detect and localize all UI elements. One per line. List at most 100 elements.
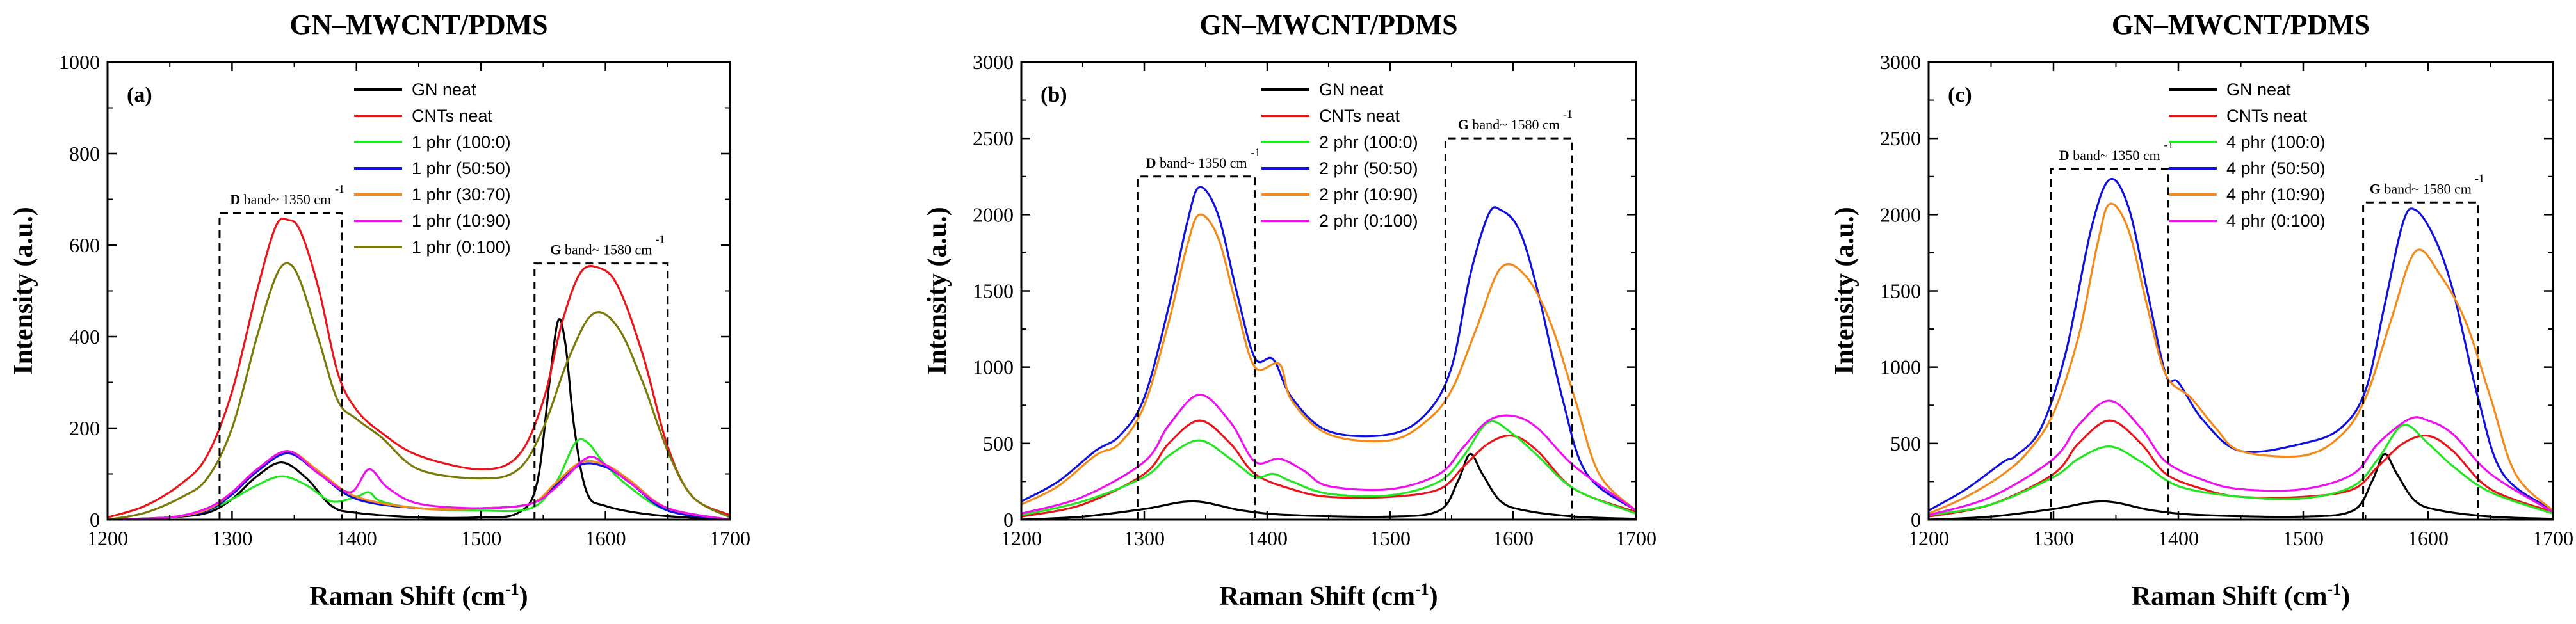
band-label-0: D band~ 1350 cm — [1146, 155, 1247, 171]
y-tick-label: 500 — [983, 432, 1014, 455]
band-label-sup-0: -1 — [335, 182, 344, 195]
y-tick-label: 2500 — [1880, 127, 1921, 150]
legend-label-2: 2 phr (100:0) — [1319, 132, 1418, 152]
y-tick-label: 3000 — [1880, 51, 1921, 74]
band-box-1 — [1444, 137, 1573, 520]
y-tick-label: 600 — [69, 234, 100, 257]
x-tick-label: 1600 — [1493, 527, 1534, 550]
y-tick-label: 2500 — [973, 127, 1014, 150]
chart-title: GN–MWCNT/PDMS — [2112, 9, 2370, 40]
x-tick-label: 1700 — [1616, 527, 1657, 550]
band-box-0 — [1137, 175, 1256, 520]
legend-label-1: CNTs neat — [1319, 106, 1400, 125]
y-tick-label: 1500 — [973, 280, 1014, 303]
x-tick-label: 1200 — [1908, 527, 1949, 550]
band-label-0: D band~ 1350 cm — [230, 191, 331, 207]
legend-label-2: 1 phr (100:0) — [412, 132, 511, 152]
legend-label-4: 4 phr (10:90) — [2226, 185, 2326, 204]
legend-label-1: CNTs neat — [412, 106, 493, 125]
series-line-1 — [108, 218, 730, 518]
x-tick-label: 1700 — [709, 527, 750, 550]
y-axis-label: Intensity (a.u.) — [1830, 207, 1859, 375]
series-line-6 — [108, 262, 730, 520]
y-tick-label: 2000 — [973, 203, 1014, 226]
x-tick-label: 1300 — [1124, 527, 1165, 550]
band-label-sup-1: -1 — [1563, 108, 1573, 120]
x-tick-label: 1500 — [1370, 527, 1411, 550]
x-tick-label: 1500 — [2283, 527, 2324, 550]
y-tick-label: 0 — [90, 508, 100, 531]
legend-label-0: GN neat — [412, 80, 476, 99]
series-line-1 — [1929, 419, 2553, 518]
band-box-1 — [533, 262, 669, 520]
series-line-2 — [1929, 424, 2553, 516]
y-tick-label: 0 — [1911, 508, 1921, 531]
y-axis-label: Intensity (a.u.) — [9, 207, 38, 375]
x-tick-label: 1400 — [2158, 527, 2199, 550]
legend-label-4: 2 phr (10:90) — [1319, 185, 1418, 204]
legend-label-3: 2 phr (50:50) — [1319, 159, 1418, 178]
band-label-0: D band~ 1350 cm — [2059, 147, 2160, 163]
legend-label-2: 4 phr (100:0) — [2226, 132, 2326, 152]
y-tick-label: 2000 — [1880, 203, 1921, 226]
plot-frame — [106, 61, 731, 521]
y-tick-label: 1000 — [973, 356, 1014, 379]
band-box-0 — [218, 212, 343, 520]
chart-title: GN–MWCNT/PDMS — [1199, 9, 1457, 40]
series-line-3 — [1021, 186, 1636, 512]
y-tick-label: 1000 — [1880, 356, 1921, 379]
legend-label-1: CNTs neat — [2226, 106, 2308, 125]
band-label-sup-1: -1 — [656, 233, 665, 246]
series-line-5 — [1021, 393, 1636, 515]
series-line-0 — [108, 318, 730, 520]
x-axis-label: Raman Shift (cm-1) — [309, 580, 528, 611]
legend-label-0: GN neat — [2226, 80, 2291, 99]
series-line-0 — [1021, 452, 1636, 520]
band-label-1: G band~ 1580 cm — [550, 242, 652, 258]
band-label-1: G band~ 1580 cm — [1458, 116, 1560, 132]
band-label-sup-0: -1 — [1251, 146, 1260, 159]
series-line-5 — [108, 450, 730, 520]
y-tick-label: 0 — [1003, 508, 1014, 531]
series-line-5 — [1929, 399, 2553, 516]
x-tick-label: 1400 — [336, 527, 377, 550]
legend-label-5: 2 phr (0:100) — [1319, 211, 1418, 230]
legend-label-4: 1 phr (30:70) — [412, 185, 511, 204]
legend-label-5: 4 phr (0:100) — [2226, 211, 2326, 230]
series-line-4 — [1021, 213, 1636, 511]
y-tick-label: 400 — [69, 325, 100, 348]
x-axis-label: Raman Shift (cm-1) — [1219, 580, 1438, 611]
x-tick-label: 1600 — [2408, 527, 2449, 550]
y-tick-label: 800 — [69, 142, 100, 165]
x-tick-label: 1400 — [1247, 527, 1288, 550]
legend-label-3: 4 phr (50:50) — [2226, 159, 2326, 178]
band-label-sup-1: -1 — [2475, 172, 2484, 184]
x-tick-label: 1200 — [1001, 527, 1042, 550]
legend-label-3: 1 phr (50:50) — [412, 159, 511, 178]
x-tick-label: 1200 — [87, 527, 128, 550]
chart-panel-a: GN–MWCNT/PDMS D band~ 1350 cm -1 G band~ 15… — [9, 9, 750, 611]
series-line-2 — [1021, 420, 1636, 516]
series-line-4 — [1929, 202, 2553, 515]
band-box-1 — [2362, 201, 2479, 520]
x-tick-label: 1300 — [211, 527, 252, 550]
panel-label: (c) — [1948, 83, 1972, 107]
x-tick-label: 1500 — [460, 527, 501, 550]
band-label-sup-0: -1 — [2164, 138, 2174, 151]
y-tick-label: 3000 — [973, 51, 1014, 74]
x-tick-label: 1600 — [585, 527, 626, 550]
y-tick-label: 500 — [1890, 432, 1921, 455]
panel-label: (a) — [127, 83, 152, 107]
band-box-0 — [2050, 168, 2169, 520]
x-tick-label: 1300 — [2033, 527, 2074, 550]
series-line-0 — [1929, 452, 2553, 520]
series-line-1 — [1021, 419, 1636, 518]
band-label-1: G band~ 1580 cm — [2370, 180, 2472, 196]
legend-label-5: 1 phr (10:90) — [412, 211, 511, 230]
legend-label-6: 1 phr (0:100) — [412, 237, 511, 257]
y-tick-label: 1000 — [59, 51, 100, 74]
x-tick-label: 1700 — [2532, 527, 2573, 550]
